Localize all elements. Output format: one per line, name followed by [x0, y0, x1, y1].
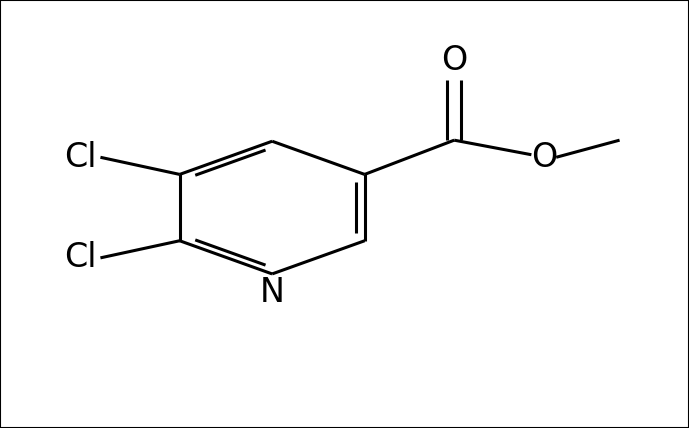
Text: N: N: [260, 276, 285, 309]
Text: O: O: [441, 44, 467, 77]
Text: Cl: Cl: [65, 141, 97, 174]
Text: Cl: Cl: [65, 241, 97, 274]
Text: O: O: [531, 141, 557, 174]
